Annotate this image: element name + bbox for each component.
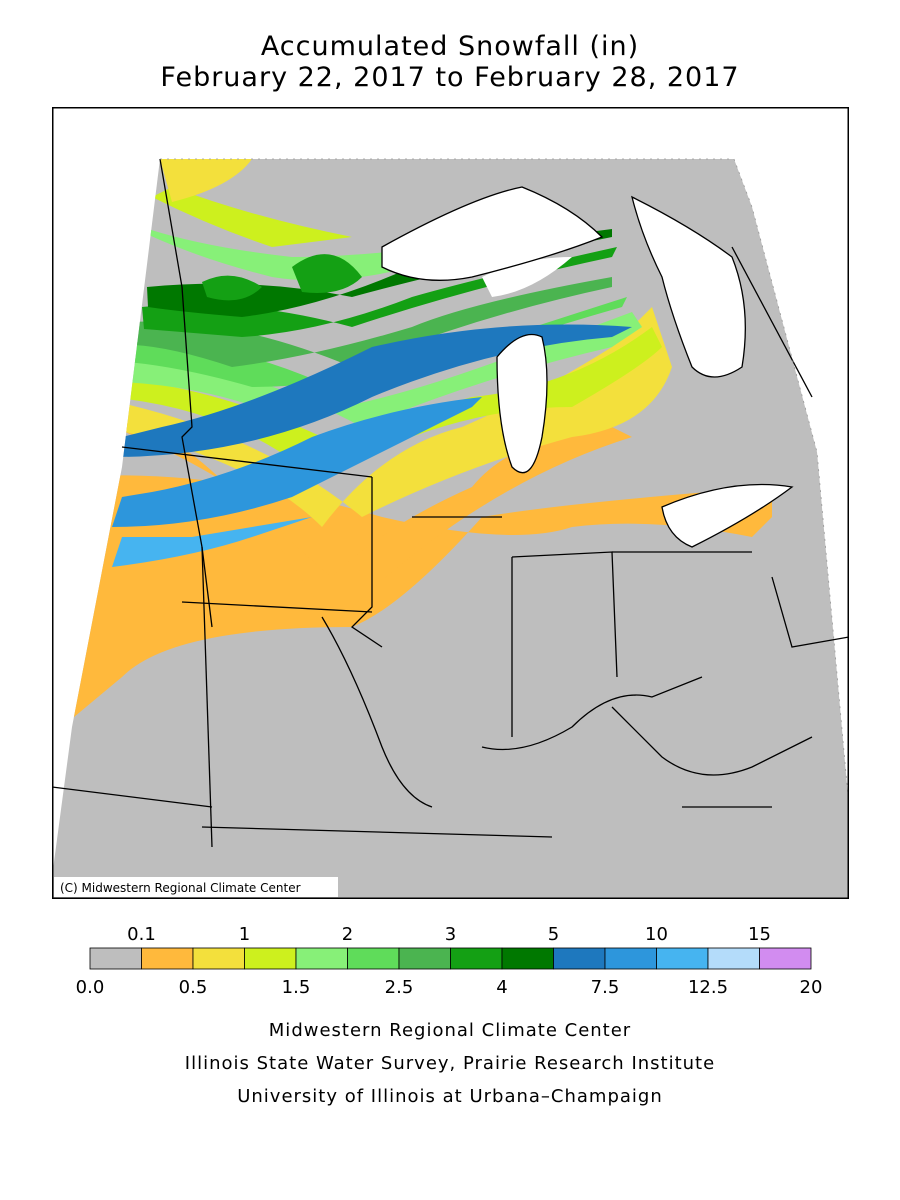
legend-swatch-10 [604,947,657,970]
map-frame [52,107,849,899]
legend-swatch-13 [759,947,812,970]
legend-swatch-3 [244,947,297,970]
border-ks [52,786,213,808]
lake-superior-shore [381,186,604,281]
legend-swatch-9 [553,947,606,970]
border-ia-mn [121,446,373,478]
legend-swatch-11 [656,947,709,970]
border-ia-mo [181,601,373,613]
legend-swatch-7 [450,947,503,970]
credit-line-1: Midwestern Regional Climate Center [268,1020,632,1041]
legend-top-labels: 0.1 1 2 3 5 10 15 [127,924,771,945]
legend-swatch-4 [295,947,348,970]
legend-top-label-2: 2 [342,924,353,945]
band-5-7p5 [112,324,632,457]
lake-erie-shore [661,483,794,548]
legend-bottom-label-6: 12.5 [688,977,728,998]
band-10-12p5 [112,517,312,567]
legend-swatch-5 [347,947,400,970]
map-title: Accumulated Snowfall (in) [260,31,640,62]
lake-erie-fill [662,484,792,547]
legend-top-label-0: 0.1 [127,924,156,945]
border-river [350,477,383,648]
legend-swatch-12 [707,947,760,970]
band-north-light [132,227,432,281]
lake-michigan-shore [496,333,548,474]
copyright-box [54,877,338,897]
legend-swatch-6 [398,947,451,970]
band-north-yellowgreen [152,187,352,247]
band-3-4 [142,247,617,337]
band-2p5-3 [132,277,612,367]
lake-superior-fill [382,187,602,281]
legend-swatch-8 [501,947,554,970]
band-0p1-0p5b [82,416,632,627]
copyright-text: (C) Midwestern Regional Climate Center [60,881,301,895]
band-0p5-1 [92,307,672,527]
border-pa [771,576,849,648]
legend-bottom-label-4: 4 [496,977,507,998]
legend-swatch-2 [192,947,245,970]
legend-bottom-label-0: 0.0 [76,977,105,998]
border-west [159,158,213,628]
lake-huron-shore [631,195,746,378]
border-canada [731,246,813,398]
legend-bottom-label-7: 20 [800,977,823,998]
legend-bottom-labels: 0.0 0.5 1.5 2.5 4 7.5 12.5 20 [76,977,823,998]
snowfall-map: (C) Midwestern Regional Climate Center [52,107,849,899]
border-south [201,826,553,838]
legend-top-label-4: 5 [548,924,559,945]
snowfall-bands [52,159,849,899]
legend-top-label-3: 3 [445,924,456,945]
lake-michigan-fill [497,334,547,473]
legend-bottom-label-5: 7.5 [591,977,620,998]
band-1p5-2 [112,312,642,427]
legend-top-label-5: 10 [645,924,668,945]
credit-line-2: Illinois State Water Survey, Prairie Res… [184,1053,716,1074]
legend-swatch-0 [89,947,142,970]
lake-huron-fill [632,197,746,377]
border-ky-tn [611,706,813,776]
map-date-range: February 22, 2017 to February 28, 2017 [160,62,740,93]
legend-bottom-label-3: 2.5 [385,977,414,998]
legend-boxes [89,947,812,970]
band-north-green-spot2 [292,254,362,293]
lake-michigan [482,257,572,297]
band-north-green-spot [202,275,262,301]
legend-top-label-1: 1 [239,924,250,945]
band-7p5-10 [112,397,482,527]
band-north-yellow [160,159,252,202]
credit-line-3: University of Illinois at Urbana–Champai… [237,1086,663,1107]
border-mo-ks [201,546,213,848]
legend-bottom-label-1: 0.5 [179,977,208,998]
legend-bottom-label-2: 1.5 [282,977,311,998]
state-borders [52,158,849,848]
band-2-2p5 [122,297,627,397]
legend-top-label-6: 15 [748,924,771,945]
border-il-mo [321,616,433,808]
border-ky [481,676,703,751]
legend-swatch-1 [141,947,194,970]
